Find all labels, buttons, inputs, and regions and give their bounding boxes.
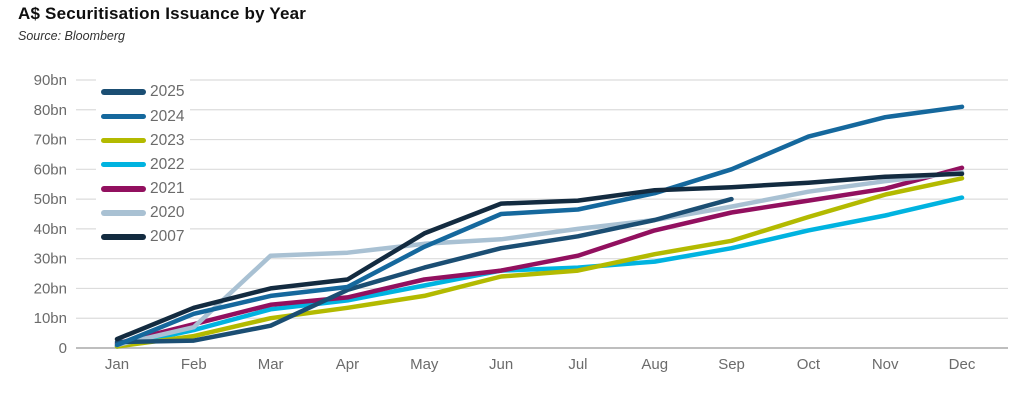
x-axis-tick-label: Feb <box>181 356 207 373</box>
x-axis-tick-label: Oct <box>797 356 821 373</box>
legend-item-2021: 2021 <box>98 177 184 201</box>
legend-item-2007: 2007 <box>98 225 184 249</box>
legend-item-2020: 2020 <box>98 201 184 225</box>
legend-label-2020: 2020 <box>150 204 185 222</box>
series-line-2024 <box>114 104 965 348</box>
x-axis-tick-label: Aug <box>641 356 668 373</box>
y-axis-tick-label: 70bn <box>34 132 67 149</box>
series-line-2020 <box>114 170 965 348</box>
y-axis-tick-label: 50bn <box>34 191 67 208</box>
legend-swatch-2020 <box>101 210 146 216</box>
legend-label-2025: 2025 <box>150 83 185 101</box>
legend-swatch-2007 <box>101 234 146 240</box>
legend-swatch-2024 <box>101 113 146 120</box>
legend-label-2022: 2022 <box>150 155 185 173</box>
legend-item-2025: 2025 <box>98 80 184 104</box>
legend-swatch-2022 <box>101 161 146 168</box>
x-axis-tick-label: Sep <box>718 356 745 373</box>
x-axis-tick-label: Jul <box>568 356 587 373</box>
series-line-2021 <box>114 165 965 346</box>
chart-source: Source: Bloomberg <box>18 29 126 43</box>
series-line-2025 <box>114 196 734 345</box>
x-axis-tick-label: Apr <box>336 356 359 373</box>
x-axis-tick-label: Nov <box>872 356 899 373</box>
y-axis-tick-label: 30bn <box>34 251 67 268</box>
legend-label-2021: 2021 <box>150 180 185 198</box>
legend-label-2007: 2007 <box>150 228 185 246</box>
x-axis-tick-label: Dec <box>949 356 976 373</box>
legend-label-2024: 2024 <box>150 107 185 125</box>
x-axis-tick-label: Mar <box>258 356 284 373</box>
y-axis-tick-label: 60bn <box>34 161 67 178</box>
x-axis-tick-label: Jan <box>105 356 129 373</box>
series-line-2022 <box>114 195 965 349</box>
y-axis-tick-label: 20bn <box>34 280 67 297</box>
legend-swatch-2021 <box>101 186 146 192</box>
legend-label-2023: 2023 <box>150 131 185 149</box>
x-axis-tick-label: May <box>410 356 439 373</box>
legend-item-2023: 2023 <box>98 128 184 152</box>
series-line-2007 <box>114 171 965 342</box>
x-axis-tick-label: Jun <box>489 356 513 373</box>
legend-item-2024: 2024 <box>98 104 184 128</box>
y-axis-tick-label: 80bn <box>34 102 67 119</box>
chart-title: A$ Securitisation Issuance by Year <box>18 4 307 23</box>
y-axis-tick-label: 10bn <box>34 310 67 327</box>
y-axis-tick-label: 0 <box>59 340 67 357</box>
chart-legend: 2025 2024 2023 2022 2021 2020 2007 <box>96 78 191 252</box>
legend-swatch-2025 <box>101 89 146 95</box>
legend-item-2022: 2022 <box>98 153 184 177</box>
series-line-2023 <box>114 176 965 349</box>
legend-swatch-2023 <box>101 137 146 144</box>
y-axis-tick-label: 90bn <box>34 72 67 89</box>
y-axis-tick-label: 40bn <box>34 221 67 238</box>
